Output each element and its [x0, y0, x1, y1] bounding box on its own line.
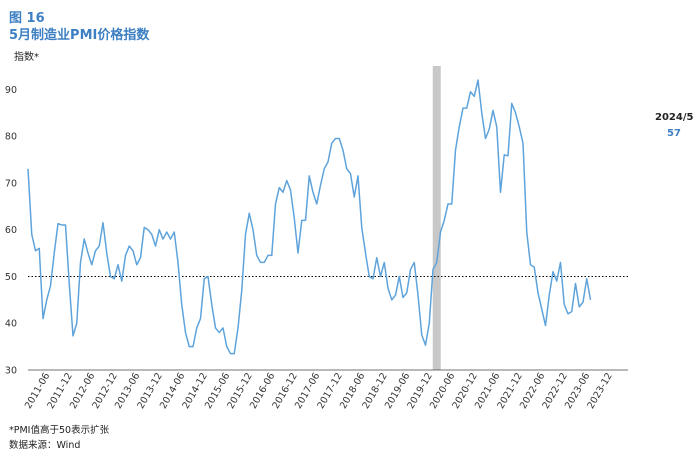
y-tick-label: 90 [5, 85, 17, 96]
chart-title: 5月制造业PMI价格指数 [9, 28, 150, 43]
y-tick-label: 40 [5, 319, 17, 330]
latest-value-label: 57 [667, 128, 681, 139]
y-axis-label: 指数* [14, 50, 39, 63]
latest-date-label: 2024/5 [655, 112, 694, 123]
y-tick-label: 70 [5, 178, 17, 189]
figure-number: 图 16 [9, 11, 45, 26]
series-line [27, 79, 592, 355]
y-tick-label: 80 [5, 132, 17, 143]
y-tick-label: 60 [5, 225, 17, 236]
shaded-period-band [432, 66, 441, 370]
source-note: 数据来源：Wind [9, 440, 81, 451]
footnote: *PMI值高于50表示扩张 [9, 425, 110, 436]
y-tick-label: 50 [5, 272, 17, 283]
y-tick-label: 30 [5, 366, 17, 377]
